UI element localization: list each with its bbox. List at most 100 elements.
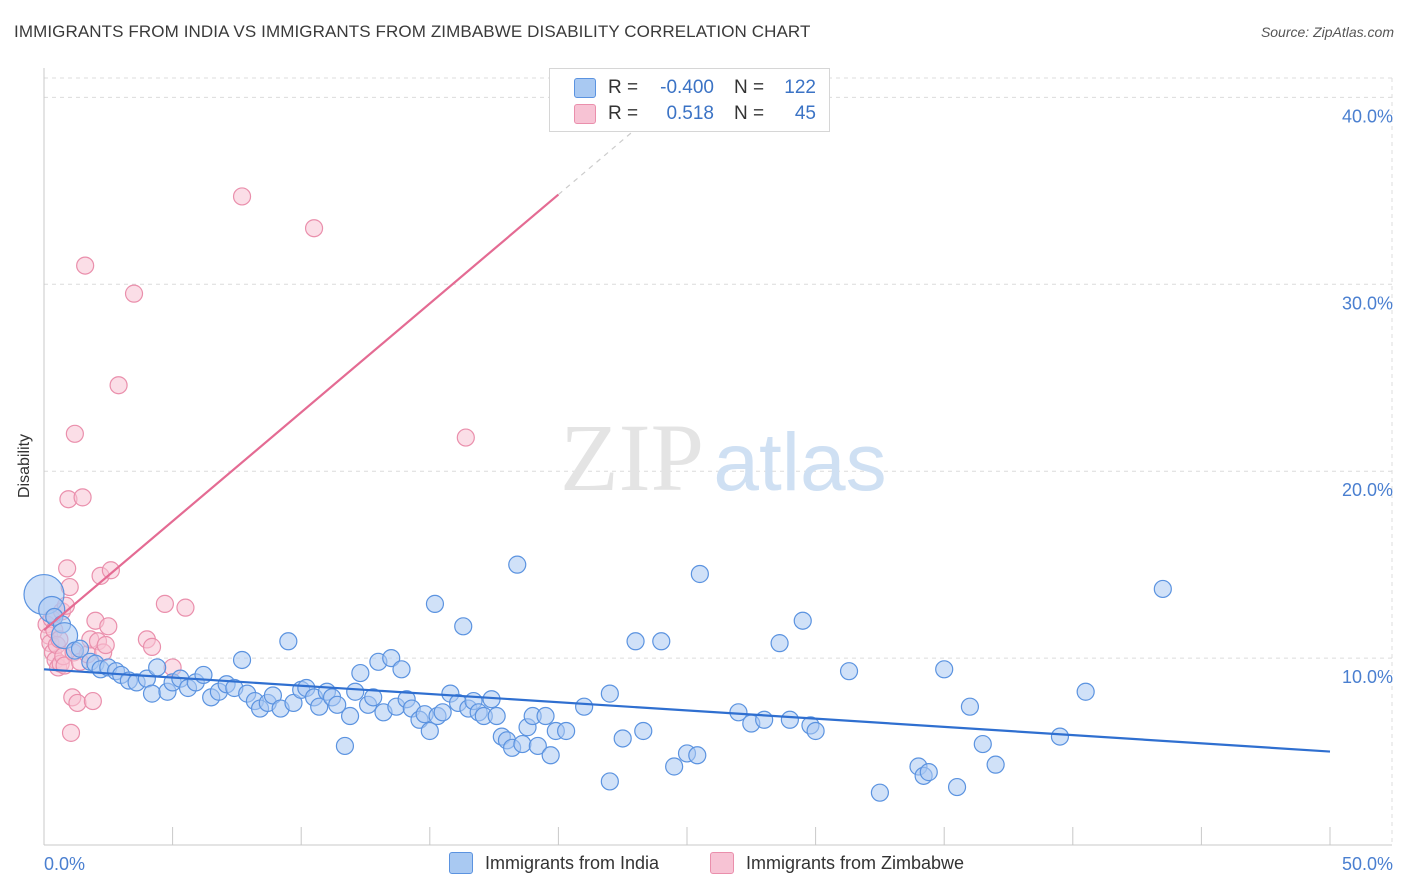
india-point bbox=[780, 710, 799, 729]
x-tick-label-max: 50.0% bbox=[1342, 854, 1393, 874]
legend-n-label: N = bbox=[734, 103, 765, 124]
zimbabwe-trend-line bbox=[43, 193, 560, 631]
india-point bbox=[935, 660, 954, 679]
trend-lines bbox=[43, 128, 1331, 753]
legend-r-label: R = bbox=[608, 103, 639, 124]
india-point bbox=[613, 729, 632, 748]
y-tick-label: 40.0% bbox=[1342, 106, 1393, 126]
legend-n-label: N = bbox=[734, 77, 765, 98]
bottom-legend-india: Immigrants from India bbox=[449, 852, 659, 874]
india-point bbox=[688, 746, 707, 765]
bottom-legend-zimbabwe-label: Immigrants from Zimbabwe bbox=[746, 852, 965, 873]
india-point bbox=[541, 746, 560, 765]
india-point bbox=[232, 650, 252, 670]
india-point bbox=[557, 721, 576, 741]
zimbabwe-point bbox=[76, 256, 95, 275]
zimbabwe-point bbox=[109, 376, 128, 395]
india-point bbox=[626, 632, 645, 651]
india-point bbox=[793, 611, 812, 630]
legend-r-zimbabwe: 0.518 bbox=[666, 103, 714, 124]
india-point bbox=[328, 695, 347, 714]
zimbabwe-points bbox=[37, 187, 475, 742]
y-tick-label: 10.0% bbox=[1342, 667, 1393, 687]
india-point bbox=[508, 555, 527, 574]
india-point bbox=[433, 703, 452, 722]
legend-swatch-india bbox=[574, 78, 596, 98]
india-point bbox=[973, 734, 992, 754]
india-point bbox=[575, 697, 594, 716]
bottom-legend-india-label: Immigrants from India bbox=[485, 852, 660, 873]
india-point bbox=[986, 755, 1005, 774]
y-tick-label: 30.0% bbox=[1342, 293, 1393, 313]
india-point bbox=[839, 662, 859, 681]
zimbabwe-point bbox=[68, 693, 87, 713]
legend-n-india: 122 bbox=[784, 77, 816, 98]
india-point bbox=[70, 639, 90, 658]
watermark: ZIP atlas bbox=[560, 404, 887, 511]
legend-row-zimbabwe: R = 0.518 N = 45 bbox=[574, 101, 816, 127]
india-point bbox=[919, 763, 938, 782]
india-point bbox=[364, 688, 383, 707]
india-point bbox=[487, 706, 506, 726]
india-point bbox=[690, 564, 709, 584]
zimbabwe-point bbox=[232, 187, 252, 206]
india-point bbox=[870, 783, 890, 802]
india-point bbox=[600, 684, 619, 703]
india-point bbox=[1050, 727, 1070, 746]
chart-title: IMMIGRANTS FROM INDIA VS IMMIGRANTS FROM… bbox=[14, 22, 811, 41]
india-point bbox=[50, 622, 79, 650]
india-point bbox=[382, 648, 401, 668]
zimbabwe-point bbox=[61, 723, 81, 742]
zimbabwe-point bbox=[96, 635, 115, 655]
correlation-legend: R = -0.400 N = 122 R = 0.518 N = 45 bbox=[549, 68, 830, 132]
legend-r-label: R = bbox=[608, 77, 639, 98]
y-tick-label: 20.0% bbox=[1342, 480, 1393, 500]
bottom-swatch-india bbox=[449, 852, 473, 874]
zimbabwe-trend-extension bbox=[558, 128, 636, 196]
india-point bbox=[806, 721, 825, 741]
legend-r-india: -0.400 bbox=[660, 77, 714, 98]
india-point bbox=[346, 682, 365, 701]
india-point bbox=[420, 721, 439, 741]
india-point bbox=[947, 777, 967, 797]
zimbabwe-point bbox=[304, 219, 324, 238]
india-point bbox=[1076, 682, 1095, 701]
india-point bbox=[142, 684, 162, 703]
india-point bbox=[454, 617, 473, 636]
bottom-legend-zimbabwe: Immigrants from Zimbabwe bbox=[710, 852, 964, 874]
tick-labels: 10.0% 20.0% 30.0% 40.0% 0.0% 50.0% bbox=[44, 106, 1393, 874]
watermark-atlas: atlas bbox=[713, 417, 886, 508]
india-point bbox=[652, 632, 671, 651]
source-credit: Source: ZipAtlas.com bbox=[1260, 24, 1394, 40]
india-point bbox=[340, 706, 360, 726]
zimbabwe-point bbox=[73, 488, 92, 507]
zimbabwe-point bbox=[99, 617, 118, 636]
india-point bbox=[513, 734, 532, 754]
india-point bbox=[279, 632, 298, 651]
india-point bbox=[1153, 579, 1172, 599]
india-point bbox=[148, 658, 167, 677]
x-tick-label-min: 0.0% bbox=[44, 854, 85, 874]
zimbabwe-point bbox=[155, 594, 174, 613]
zimbabwe-point bbox=[124, 284, 144, 303]
axes bbox=[43, 68, 1392, 846]
zimbabwe-point bbox=[456, 428, 475, 447]
india-points bbox=[23, 555, 1172, 802]
legend-swatch-zimbabwe bbox=[574, 104, 596, 124]
india-point bbox=[600, 772, 619, 791]
legend-row-india: R = -0.400 N = 122 bbox=[574, 75, 816, 101]
india-point bbox=[351, 663, 370, 683]
zimbabwe-point bbox=[142, 637, 162, 656]
zimbabwe-point bbox=[176, 598, 195, 617]
india-point bbox=[755, 710, 774, 729]
zimbabwe-point bbox=[58, 559, 77, 578]
legend-n-zimbabwe: 45 bbox=[794, 103, 816, 124]
india-point bbox=[770, 634, 789, 653]
watermark-zip: ZIP bbox=[560, 404, 704, 511]
india-point bbox=[536, 706, 555, 726]
india-trend-line bbox=[43, 668, 1331, 753]
india-point bbox=[960, 697, 980, 716]
india-point bbox=[425, 594, 445, 613]
india-point bbox=[335, 736, 355, 756]
